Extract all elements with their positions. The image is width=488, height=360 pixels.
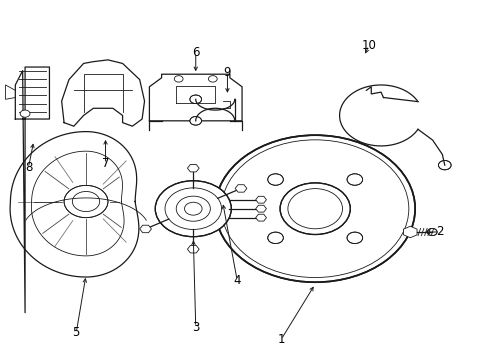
Circle shape [189,117,201,125]
Text: 1: 1 [277,333,284,346]
Polygon shape [10,132,139,277]
Text: 9: 9 [223,66,231,79]
Text: 8: 8 [25,161,32,174]
Circle shape [438,161,450,170]
Circle shape [280,183,349,234]
Circle shape [64,185,108,218]
Text: 3: 3 [192,320,199,333]
Polygon shape [149,74,242,121]
Text: 2: 2 [435,225,443,238]
Text: 7: 7 [102,157,109,170]
Circle shape [267,232,283,244]
Text: 6: 6 [192,46,199,59]
Circle shape [189,95,201,104]
Circle shape [155,181,231,237]
Text: 10: 10 [361,39,375,52]
Circle shape [346,232,362,244]
Polygon shape [15,67,49,313]
Circle shape [427,228,436,235]
Circle shape [346,174,362,185]
Text: 5: 5 [72,326,80,339]
Circle shape [20,110,30,117]
Polygon shape [61,60,144,126]
Circle shape [267,174,283,185]
Text: 4: 4 [233,274,241,287]
Circle shape [215,135,414,282]
